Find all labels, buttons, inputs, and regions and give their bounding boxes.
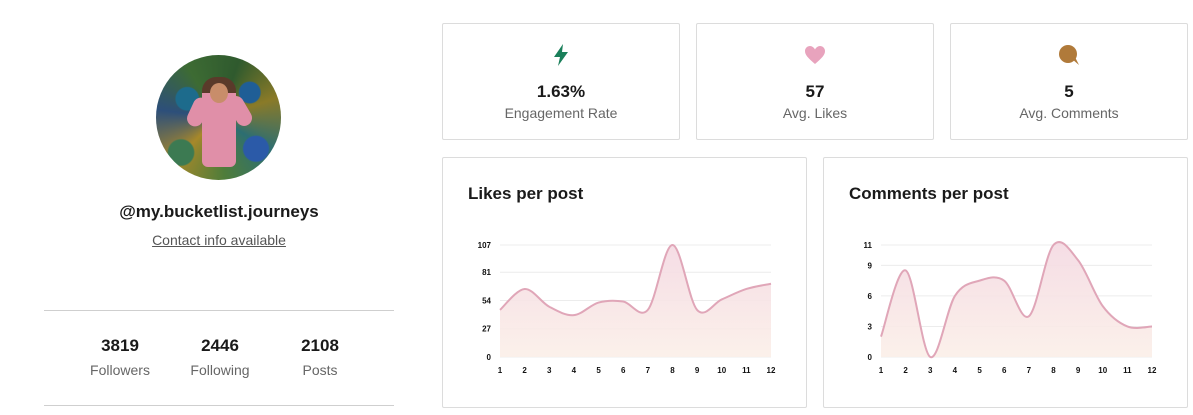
series-line — [880, 241, 1153, 359]
x-tick-label: 11 — [742, 366, 751, 375]
x-tick-label: 7 — [646, 366, 651, 375]
likes-chart-card: Likes per post 0 27 54 81 107 1 2 3 4 5 6 7 8 9 10 11 12 — [442, 157, 807, 408]
x-tick-label: 6 — [621, 366, 626, 375]
stat-value: 2446 — [201, 336, 239, 355]
y-tick-label: 107 — [478, 241, 492, 250]
stat-value: 3819 — [101, 336, 139, 355]
chart-title: Comments per post — [849, 184, 1009, 203]
comment-icon — [951, 42, 1187, 68]
x-tick-label: 4 — [572, 366, 577, 375]
stat-posts: 2108 Posts — [270, 336, 370, 378]
x-tick-label: 12 — [767, 366, 776, 375]
engagement-rate-card: 1.63% Engagement Rate — [442, 23, 680, 140]
stat-followers: 3819 Followers — [70, 336, 170, 378]
y-tick-label: 9 — [868, 261, 873, 270]
x-tick-label: 1 — [879, 366, 884, 375]
chart-title: Likes per post — [468, 184, 584, 203]
avg-comments-card: 5 Avg. Comments — [950, 23, 1188, 140]
x-tick-label: 8 — [670, 366, 675, 375]
x-tick-label: 3 — [547, 366, 552, 375]
heart-icon — [697, 42, 933, 68]
x-tick-label: 5 — [977, 366, 982, 375]
y-tick-label: 11 — [864, 241, 873, 250]
x-tick-label: 2 — [903, 366, 908, 375]
x-tick-label: 1 — [498, 366, 503, 375]
y-tick-label: 0 — [487, 353, 492, 362]
stat-label: Following — [190, 362, 250, 378]
y-tick-label: 6 — [868, 292, 873, 301]
comments-chart-card: Comments per post 0 3 6 9 11 1 2 3 4 5 6 7 8 9 10 11 12 — [823, 157, 1188, 408]
username: @my.bucketlist.journeys — [119, 202, 319, 221]
stat-label: Posts — [302, 362, 338, 378]
x-tick-label: 3 — [928, 366, 933, 375]
metric-value: 1.63% — [536, 82, 586, 101]
divider — [44, 405, 394, 406]
x-tick-label: 9 — [695, 366, 700, 375]
metric-label: Engagement Rate — [504, 105, 618, 121]
stat-following: 2446 Following — [170, 336, 270, 378]
x-tick-label: 5 — [596, 366, 601, 375]
metric-label: Avg. Comments — [1019, 105, 1119, 121]
x-tick-label: 6 — [1002, 366, 1007, 375]
y-tick-label: 81 — [482, 268, 491, 277]
contact-info-link[interactable]: Contact info available — [152, 232, 286, 248]
metric-value: 57 — [805, 82, 825, 101]
y-tick-label: 54 — [482, 296, 491, 305]
x-tick-label: 10 — [1098, 366, 1107, 375]
profile-stats: 3819 Followers 2446 Following 2108 Posts — [70, 336, 370, 378]
divider — [44, 310, 394, 311]
x-tick-label: 7 — [1027, 366, 1032, 375]
y-tick-label: 27 — [482, 325, 491, 334]
profile-panel: @my.bucketlist.journeys Contact info ava… — [44, 0, 394, 415]
y-tick-label: 3 — [868, 322, 873, 331]
avg-likes-card: 57 Avg. Likes — [696, 23, 934, 140]
stat-label: Followers — [90, 362, 150, 378]
lightning-icon — [443, 42, 679, 68]
x-tick-label: 4 — [953, 366, 958, 375]
series-line — [499, 243, 772, 317]
stat-value: 2108 — [301, 336, 339, 355]
metric-value: 5 — [1064, 82, 1074, 101]
x-tick-label: 8 — [1051, 366, 1056, 375]
x-tick-label: 9 — [1076, 366, 1081, 375]
metric-label: Avg. Likes — [782, 105, 848, 121]
series-area — [881, 241, 1152, 358]
x-tick-label: 12 — [1148, 366, 1157, 375]
x-tick-label: 10 — [717, 366, 726, 375]
x-tick-label: 11 — [1123, 366, 1132, 375]
x-tick-label: 2 — [522, 366, 527, 375]
y-tick-label: 0 — [868, 353, 873, 362]
avatar[interactable] — [156, 55, 281, 180]
series-area — [500, 245, 771, 357]
